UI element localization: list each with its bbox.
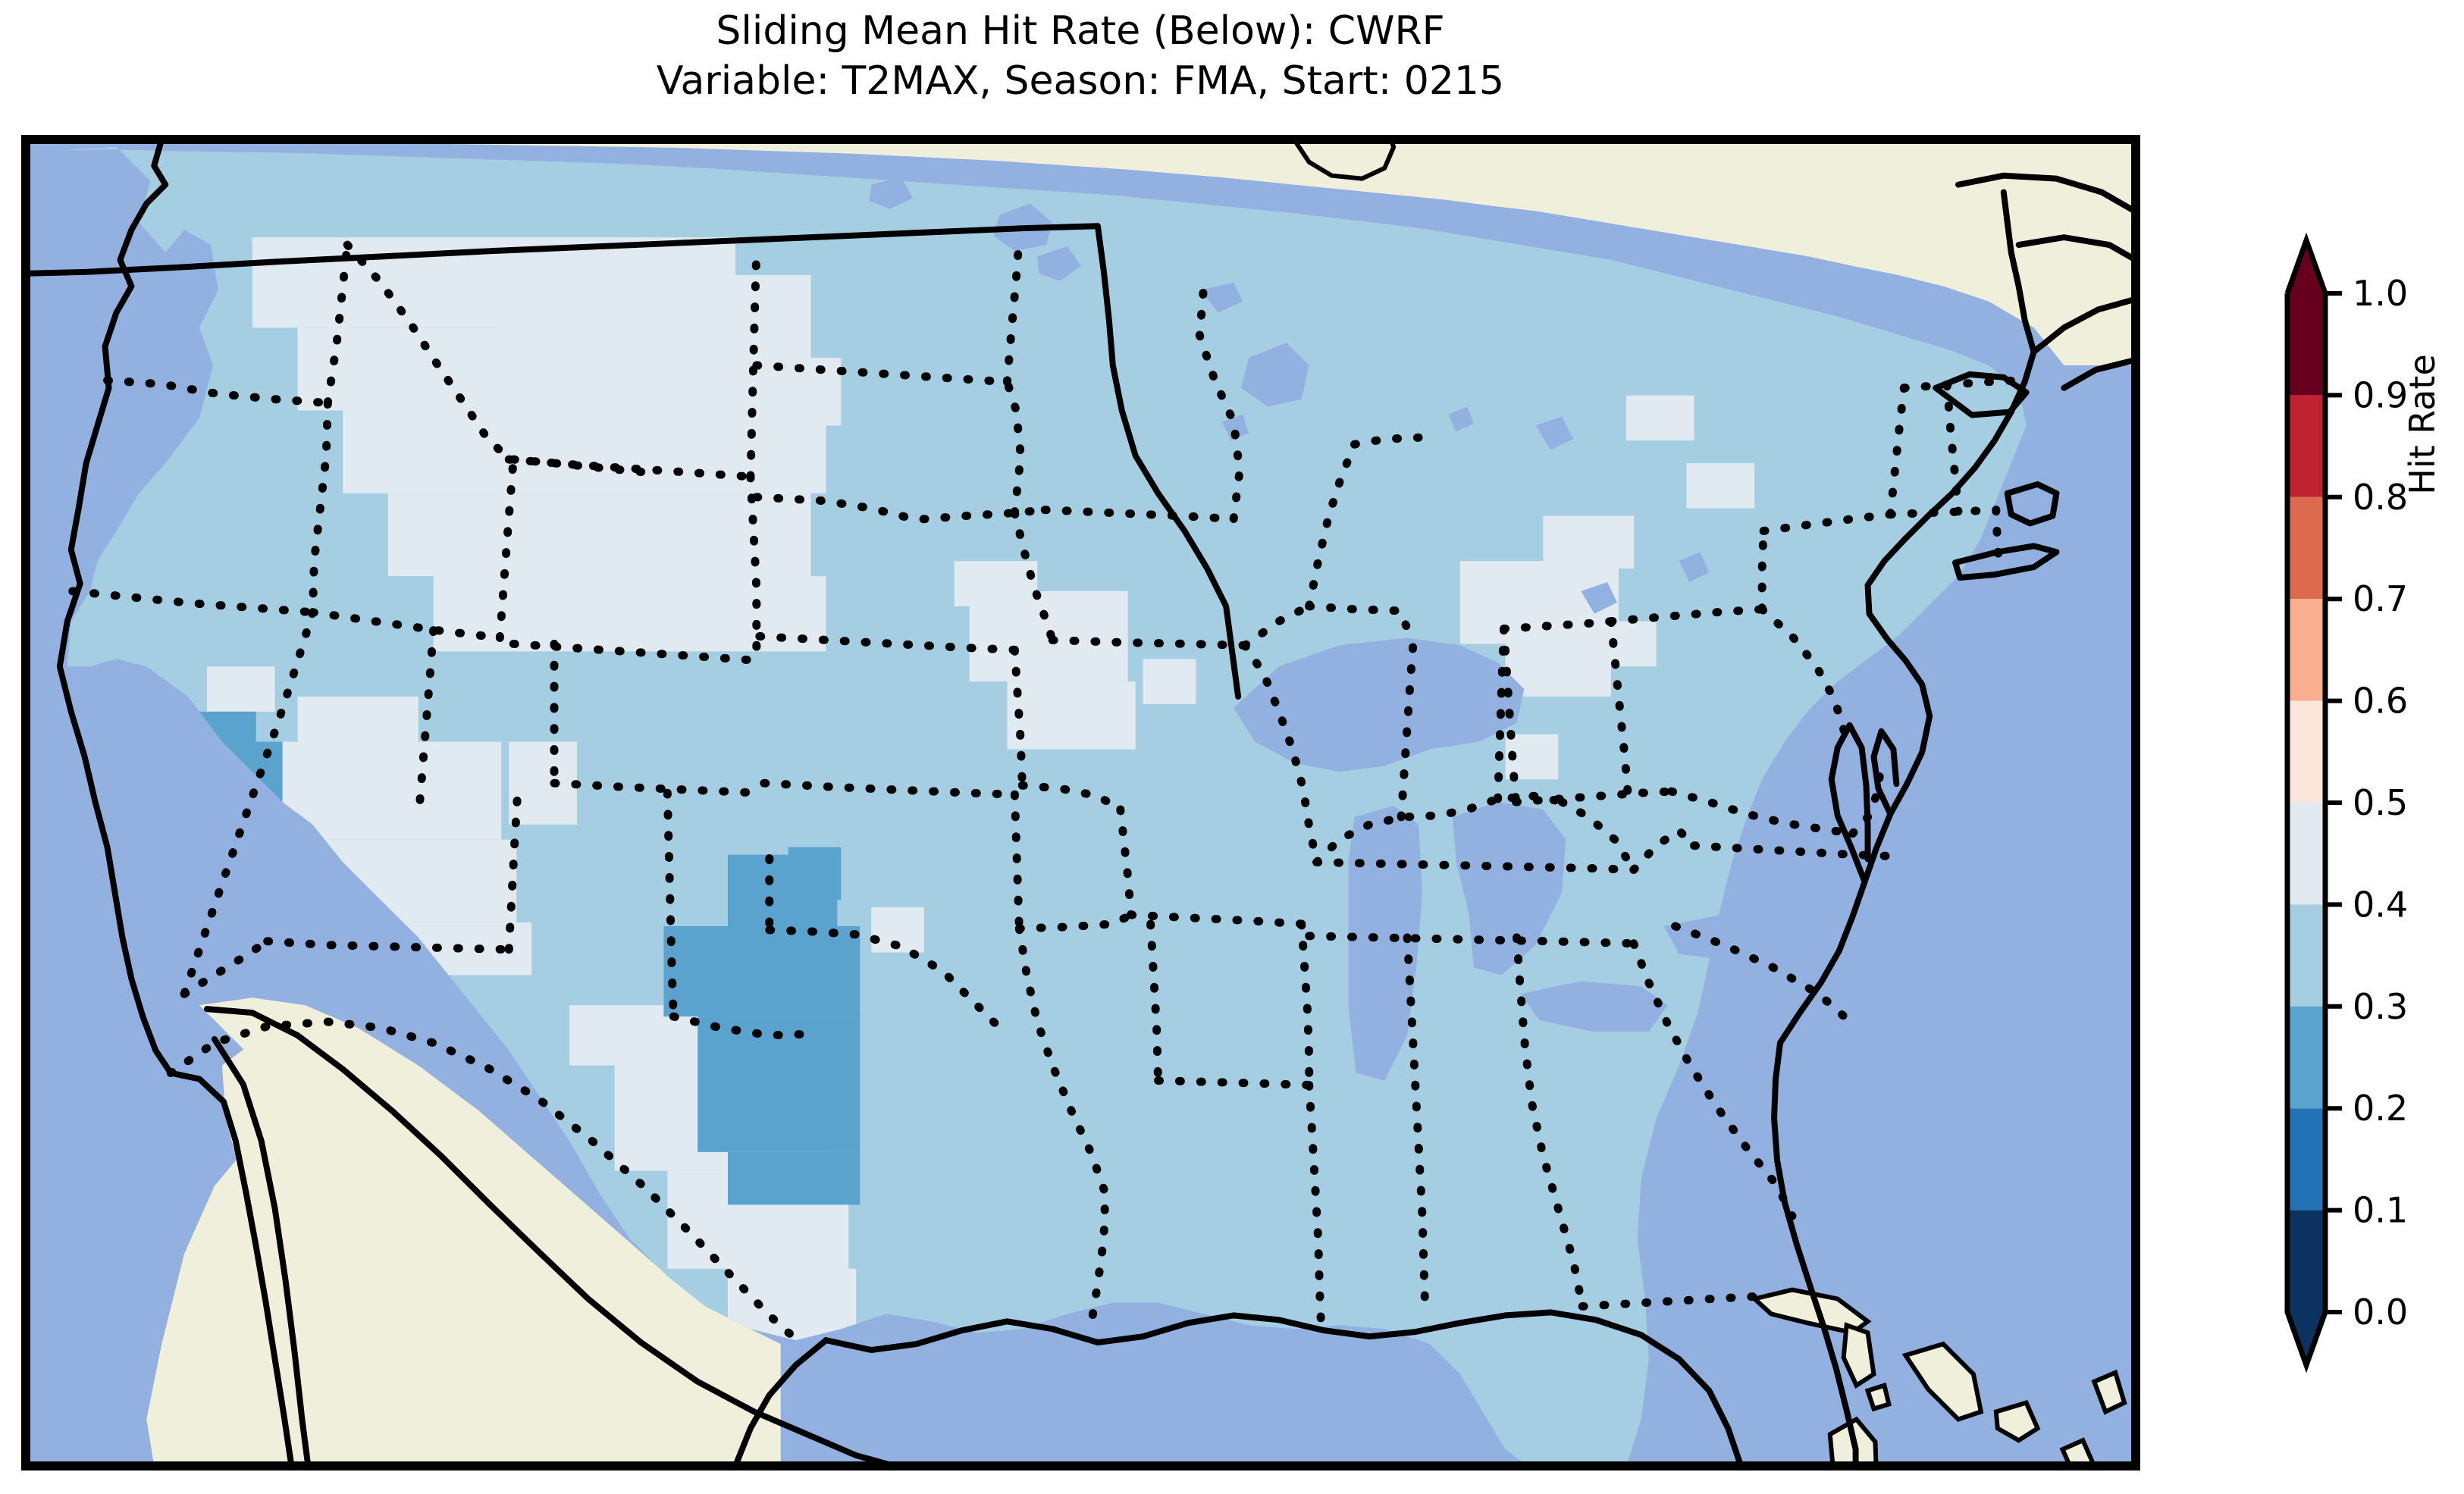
colorbar-tick-labels: 1.0 0.9 0.8 0.7 0.6 0.5 0.4 0.3 0.2 0.1 … — [2353, 273, 2408, 1333]
colorbar-bands — [2287, 240, 2325, 1365]
colorbar-ticks — [2325, 291, 2342, 1314]
coastlines — [26, 139, 2136, 1466]
caribbean-islands — [1749, 1287, 2127, 1466]
great-lakes — [870, 177, 1770, 1081]
state-borders — [68, 233, 2024, 1332]
cb-label-0-5: 0.5 — [2353, 782, 2408, 823]
page-title: Sliding Mean Hit Rate (Below): CWRF Vari… — [0, 6, 2161, 106]
cb-label-0-6: 0.6 — [2353, 681, 2408, 722]
title-line-1: Sliding Mean Hit Rate (Below): CWRF — [716, 8, 1445, 54]
map-axes[interactable] — [21, 135, 2140, 1471]
cb-label-0-8: 0.8 — [2353, 477, 2408, 518]
cb-label-0-3: 0.3 — [2353, 986, 2408, 1027]
colorbar[interactable]: 1.0 0.9 0.8 0.7 0.6 0.5 0.4 0.3 0.2 0.1 … — [2263, 227, 2460, 1387]
cb-label-0-2: 0.2 — [2353, 1088, 2408, 1129]
cb-label-0-7: 0.7 — [2353, 578, 2408, 619]
colorbar-axis-label: Hit Rate — [2402, 354, 2443, 495]
mexico-landmass — [146, 998, 781, 1466]
cb-label-1-0: 1.0 — [2353, 273, 2408, 314]
colorbar-canvas[interactable]: 1.0 0.9 0.8 0.7 0.6 0.5 0.4 0.3 0.2 0.1 … — [2263, 227, 2460, 1387]
map-canvas[interactable] — [26, 139, 2136, 1466]
title-line-2: Variable: T2MAX, Season: FMA, Start: 021… — [656, 58, 1505, 104]
cb-label-0-1: 0.1 — [2353, 1190, 2408, 1231]
canada-landmass — [139, 139, 2136, 365]
cb-label-0-0: 0.0 — [2353, 1292, 2408, 1333]
cb-label-0-9: 0.9 — [2353, 374, 2408, 415]
map-frame — [26, 139, 2136, 1466]
cb-label-0-4: 0.4 — [2353, 884, 2408, 925]
